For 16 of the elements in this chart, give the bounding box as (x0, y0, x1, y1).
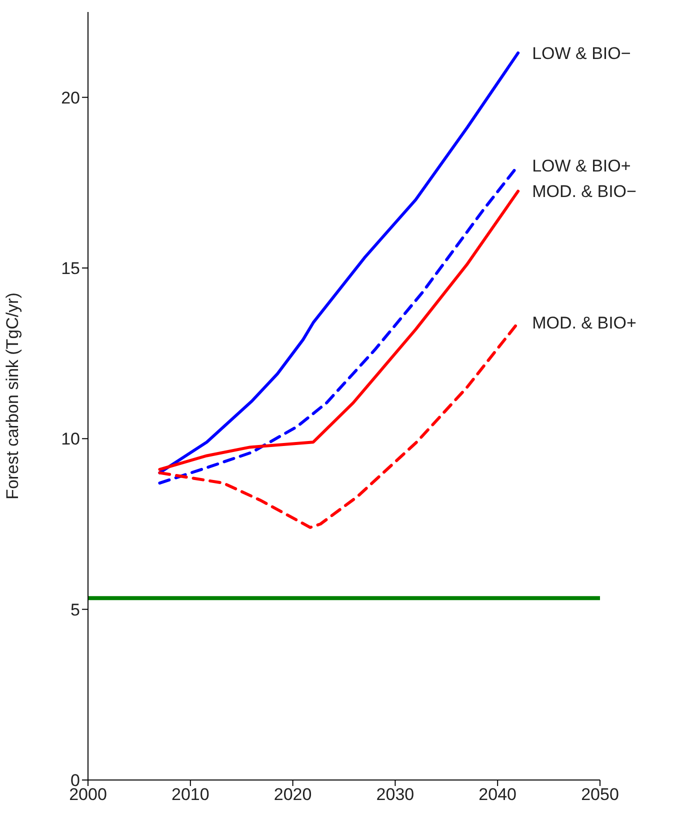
series-label: LOW & BIO− (532, 44, 631, 63)
y-tick-label: 5 (70, 600, 80, 620)
series-label: LOW & BIO+ (532, 156, 631, 176)
x-tick-label: 2050 (581, 785, 619, 804)
x-tick-label: 2040 (478, 785, 517, 804)
line-series (158, 51, 520, 474)
series-label: MOD. & BIO− (532, 182, 637, 202)
x-tick-label: 2000 (69, 785, 107, 804)
y-axis-title: Forest carbon sink (TgC/yr) (3, 292, 22, 500)
x-tick-label: 2020 (274, 785, 312, 804)
x-tick-label: 2010 (171, 785, 210, 804)
y-tick-label: 10 (61, 430, 80, 449)
x-tick-label: 2030 (376, 785, 414, 804)
y-tick-label: 15 (61, 259, 80, 278)
series-label: MOD. & BIO+ (532, 314, 637, 333)
y-tick-label: 20 (61, 88, 80, 108)
